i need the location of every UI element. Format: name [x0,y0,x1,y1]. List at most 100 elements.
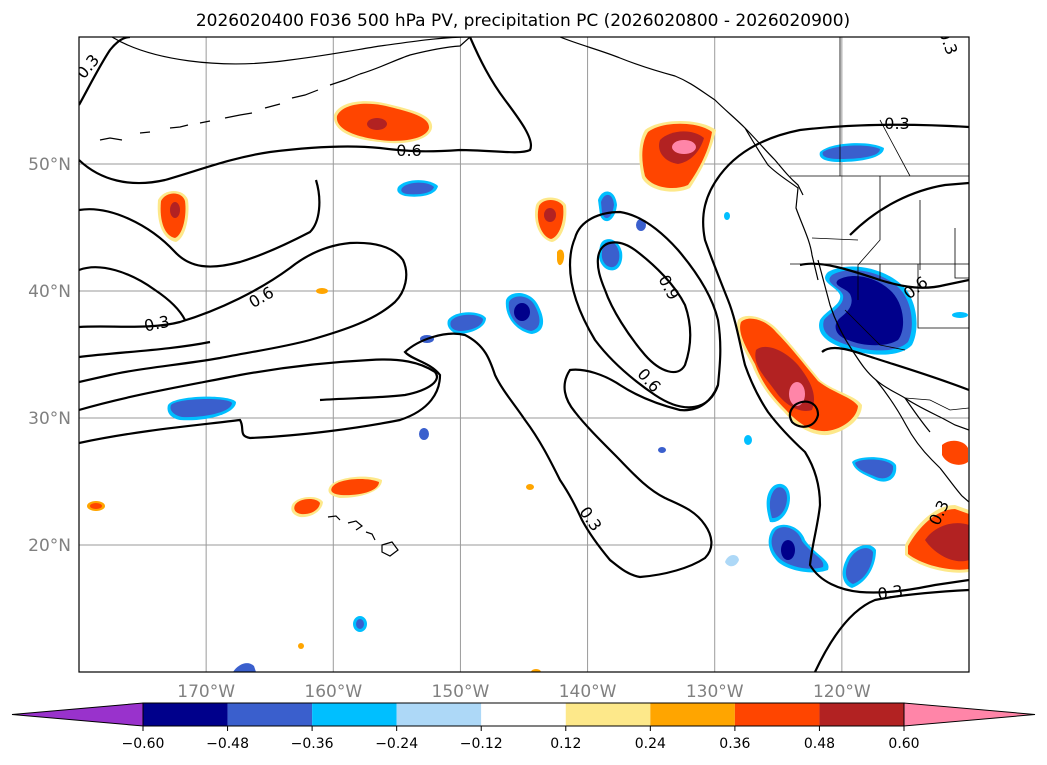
map-area: 0.3 0.6 0.9 0.6 0.3 0.6 0.3 0.6 0.3 0.3 … [79,37,969,672]
bc-coast [744,127,819,281]
pv-contour-0.3 [821,346,969,392]
pv-contour-0.6 [79,37,533,185]
colorbar-segment [227,703,313,726]
precip-neg-blob [725,554,739,567]
precip-pos-blob [294,499,320,515]
precip-pos-peak [789,382,805,406]
colorbar-tick-label: 0.24 [635,736,666,752]
colorbar-tick-label: −0.12 [460,736,503,752]
us-west-coast [817,259,969,431]
precip-pos-blob [298,643,304,649]
alaska-coast [111,37,471,65]
precip-pos-blob [942,440,968,465]
pv-contour-0.6 [568,210,722,409]
precip-pos-blob [531,669,541,672]
colorbar-outline [142,702,905,727]
colorbar: −0.60 −0.48 −0.36 −0.24 −0.12 0.12 0.24 0.36 0.4… [11,702,1036,752]
lon-label: 120°W [813,682,871,702]
precip-positive-areas [87,101,969,672]
precip-neg-blob [855,459,894,479]
precip-neg-blob [233,663,256,672]
political-borders [790,37,969,411]
colorbar-tick-label: −0.48 [206,736,249,752]
precip-pos-core [544,208,556,222]
gridlines [79,37,969,672]
precip-pos-core [925,523,969,562]
latitude-labels: 50°N 40°N 30°N 20°N [28,155,71,556]
pv-contour-label: 0.3 [884,114,909,133]
pv-contour-0.3 [79,332,720,579]
coastlines [99,37,969,557]
colorbar-tick-label: 0.36 [719,736,750,752]
pv-contour-0.6 [79,358,438,412]
baja-california [875,379,941,469]
lon-label: 150°W [432,682,490,702]
lat-label: 30°N [28,409,71,429]
alaska-mainland-coast [359,37,804,196]
pv-contour-0.3 [79,340,211,359]
pv-contour-0.6 [799,262,969,289]
precip-neg-blob [658,447,666,453]
precip-neg-blob [952,312,968,318]
precip-neg-core [781,540,795,560]
lon-label: 160°W [304,682,362,702]
lat-label: 50°N [28,155,71,175]
precip-pos-peak [672,140,696,154]
lon-label: 170°W [177,682,235,702]
longitude-labels: 170°W 160°W 150°W 140°W 130°W 120°W [177,682,871,702]
pv-contour-0.3 [79,37,131,106]
precip-neg-blob [450,314,483,331]
precip-neg-blob [419,428,429,440]
colorbar-segment [312,703,397,726]
colorbar-extend-min [11,702,144,727]
precip-pos-blob [331,478,379,496]
pv-contour-0.9 [596,241,692,374]
colorbar-tick-label: 0.12 [550,736,581,752]
pv-contour-0.3 [79,179,321,268]
colorbar-tick-label: −0.24 [375,736,418,752]
mexico-coast [939,467,969,503]
precip-neg-blob [822,145,880,159]
precip-pos-blob [557,249,565,266]
colorbar-segment [650,703,735,726]
precip-neg-core [835,276,904,346]
us-mexico-border [904,397,969,411]
lat-label: 40°N [28,282,71,302]
precip-neg-blob [636,219,646,231]
pv-contours [79,37,969,672]
pv-contour-label: 0.3 [876,581,904,603]
precip-negative-areas [167,143,968,672]
colorbar-segment [565,703,651,726]
aleutian-islands [99,73,361,141]
precip-neg-blob [170,399,232,418]
pv-contour-0.3 [788,400,820,428]
precip-pos-core [170,202,180,218]
pv-contour-0.3 [702,123,969,594]
colorbar-tick-label: −0.60 [122,736,165,752]
precip-neg-blob [744,435,752,445]
colorbar-segment [143,703,228,726]
map-frame [78,36,970,673]
hawaii-islands [327,515,399,557]
precip-pos-blob [90,503,102,509]
precip-neg-core [514,303,530,321]
precip-neg-blob [769,487,787,519]
figure-title: 2026020400 F036 500 hPa PV, precipitatio… [196,11,850,31]
colorbar-tick-label: −0.36 [291,736,334,752]
lon-label: 130°W [686,682,744,702]
us-state-lines [790,176,969,351]
pv-contour-label: 0.3 [142,312,171,336]
precip-pos-blob [316,288,328,294]
pv-contour-label: 0.6 [396,141,421,160]
colorbar-tick-label: 0.60 [888,736,919,752]
colorbar-segment [396,703,482,726]
lat-label: 20°N [28,536,71,556]
precip-neg-blob [601,241,620,268]
lon-label: 140°W [559,682,617,702]
precip-neg-blob [401,182,434,195]
precip-neg-blob [845,548,873,584]
pv-contour-0.3 [849,181,969,236]
precip-neg-blob [356,619,364,629]
colorbar-segment [481,703,566,726]
